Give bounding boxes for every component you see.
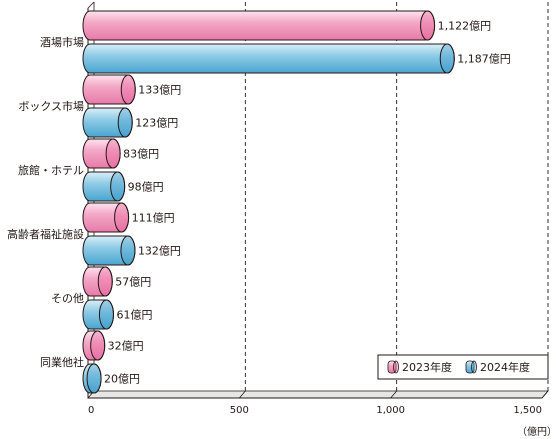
x-unit-label: （億円） xyxy=(517,425,556,438)
bar-value-label: 32億円 xyxy=(108,340,144,353)
x-tick-label: 500 xyxy=(230,405,249,416)
bar-end-cap xyxy=(90,330,106,361)
bar-end-cap xyxy=(86,363,102,394)
bar-end-cap xyxy=(439,43,455,74)
legend: 2023年度 2024年度 xyxy=(377,354,549,380)
bar-value-label: 111億円 xyxy=(132,212,175,225)
x-tick-label: 1,500 xyxy=(513,405,542,416)
bar-value-label: 83億円 xyxy=(123,148,159,161)
bar-end-cap xyxy=(110,171,126,202)
bar-end-cap xyxy=(420,10,436,41)
x-tick-label: 0 xyxy=(88,405,94,416)
category-label: ボックス市場 xyxy=(18,99,84,113)
bar-value-label: 1,187億円 xyxy=(457,53,511,66)
grid-floor-line xyxy=(541,390,549,399)
x-tick-labels: 0 500 1,000 1,500 xyxy=(88,405,542,416)
bar-end-cap xyxy=(98,299,114,330)
bar-end-cap xyxy=(114,202,130,233)
bar-2023 xyxy=(82,10,436,41)
bar-value-label: 20億円 xyxy=(104,373,140,386)
bars: 1,122億円 1,187億円 133億円 123億円 83億円 98億円 111億円 132… xyxy=(82,10,511,394)
bar-end-cap xyxy=(105,138,121,169)
legend-frame xyxy=(377,354,549,380)
y-axis-top-cap xyxy=(87,1,95,9)
legend-label: 2024年度 xyxy=(480,360,530,374)
bar-end-cap xyxy=(120,235,136,266)
category-label: その他 xyxy=(51,292,84,305)
category-label: 同業他社 xyxy=(40,355,84,369)
bar-value-label: 98億円 xyxy=(128,181,164,194)
category-label: 旅館・ホテル xyxy=(18,163,84,177)
bar-value-label: 57億円 xyxy=(115,276,151,289)
category-label: 酒場市場 xyxy=(40,35,84,49)
plot-floor xyxy=(87,390,549,399)
bar-value-label: 123億円 xyxy=(135,117,178,130)
legend-label: 2023年度 xyxy=(402,360,452,374)
bar-2024 xyxy=(82,43,455,74)
category-label: 高齢者福祉施設 xyxy=(7,227,84,241)
bar-value-label: 133億円 xyxy=(138,84,181,97)
bar-end-cap xyxy=(97,266,113,297)
x-tick-label: 1,000 xyxy=(376,405,405,416)
bar-end-cap xyxy=(120,74,136,105)
bar-value-label: 132億円 xyxy=(138,245,181,258)
bar-value-label: 61億円 xyxy=(116,309,152,322)
grid-floor-line xyxy=(239,390,246,399)
legend-swatch-cap xyxy=(471,360,477,374)
legend-swatch-cap xyxy=(393,360,399,374)
bar-value-label: 1,122億円 xyxy=(438,20,492,33)
bar-end-cap xyxy=(117,107,133,138)
grid-floor-line xyxy=(390,390,397,399)
